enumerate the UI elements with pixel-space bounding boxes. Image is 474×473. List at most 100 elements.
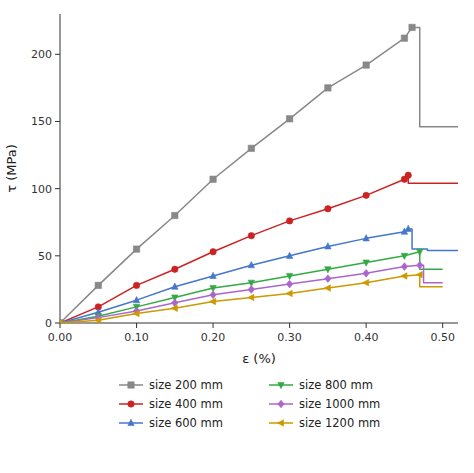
y-axis-label: τ (MPa): [4, 144, 19, 193]
point-marker: [133, 246, 139, 252]
series-line: [60, 252, 420, 323]
series: [60, 249, 443, 323]
point-marker: [172, 266, 178, 272]
point-marker: [401, 253, 407, 259]
point-marker: [401, 263, 407, 271]
series: [60, 271, 443, 323]
legend-marker: [278, 382, 284, 388]
point-marker: [363, 235, 369, 241]
point-marker: [60, 320, 63, 323]
legend-item: size 800 mm: [269, 378, 373, 392]
point-marker: [171, 305, 177, 311]
point-marker: [248, 145, 254, 151]
point-marker: [363, 192, 369, 198]
legend-label: size 800 mm: [299, 378, 373, 392]
x-tick: [366, 323, 367, 328]
x-tick-label: 0.30: [277, 331, 302, 344]
legend-label: size 600 mm: [149, 416, 223, 430]
legend-item: size 1000 mm: [269, 397, 380, 411]
legend-marker: [128, 401, 134, 407]
point-marker: [325, 267, 331, 273]
point-marker: [325, 206, 331, 212]
point-marker: [60, 319, 63, 323]
series: [60, 24, 458, 323]
point-marker: [248, 232, 254, 238]
point-marker: [172, 283, 178, 289]
point-marker: [325, 243, 331, 249]
series: [60, 172, 458, 323]
point-marker: [95, 282, 101, 288]
point-marker: [401, 35, 407, 41]
point-marker: [248, 262, 254, 268]
point-marker: [325, 85, 331, 91]
drop-line: [420, 275, 443, 287]
x-tick-label: 0.40: [354, 331, 379, 344]
point-marker: [417, 261, 423, 269]
point-marker: [405, 225, 411, 231]
point-marker: [248, 294, 254, 300]
point-marker: [286, 280, 292, 288]
series-line: [60, 265, 420, 323]
legend-item: size 400 mm: [119, 397, 223, 411]
point-marker: [209, 298, 215, 304]
x-tick: [60, 323, 61, 328]
x-tick: [289, 323, 290, 328]
point-marker: [133, 296, 139, 302]
x-tick-label: 0.00: [48, 331, 73, 344]
y-tick: [55, 255, 60, 256]
x-tick: [442, 323, 443, 328]
point-marker: [417, 249, 423, 255]
point-marker: [363, 62, 369, 68]
point-marker: [172, 212, 178, 218]
point-marker: [60, 320, 63, 323]
point-marker: [286, 116, 292, 122]
y-tick: [55, 121, 60, 122]
series-line: [60, 275, 420, 323]
point-marker: [210, 249, 216, 255]
series: [60, 261, 443, 323]
point-marker: [248, 286, 254, 294]
series: [60, 225, 458, 323]
point-marker: [325, 275, 331, 283]
point-marker: [286, 290, 292, 296]
point-marker: [401, 273, 407, 279]
drop-line: [420, 265, 443, 282]
y-tick-label: 200: [31, 48, 52, 61]
point-marker: [286, 218, 292, 224]
point-marker: [60, 320, 63, 323]
legend-item: size 600 mm: [119, 416, 223, 430]
plot-area: [60, 24, 458, 323]
legend-marker: [278, 400, 284, 408]
point-marker: [133, 282, 139, 288]
point-marker: [210, 272, 216, 278]
point-marker: [286, 273, 292, 279]
y-tick-label: 100: [31, 183, 52, 196]
axes: 0.000.100.200.300.400.50050100150200: [31, 14, 458, 344]
point-marker: [409, 24, 415, 30]
y-tick: [55, 323, 60, 324]
y-tick-label: 150: [31, 115, 52, 128]
series-line: [60, 229, 408, 323]
legend-label: size 200 mm: [149, 378, 223, 392]
point-marker: [324, 285, 330, 291]
point-marker: [286, 252, 292, 258]
legend-marker: [128, 382, 134, 388]
drop-line: [408, 229, 458, 250]
point-marker: [362, 279, 368, 285]
legend: size 200 mm size 400 mm size 600 mm size 80…: [119, 378, 380, 430]
x-axis-label: ε (%): [242, 351, 276, 366]
series-line: [60, 175, 408, 323]
point-marker: [133, 310, 139, 316]
point-marker: [60, 320, 63, 323]
point-marker: [405, 172, 411, 178]
series-line: [60, 27, 412, 323]
drop-line: [412, 27, 458, 126]
x-tick: [136, 323, 137, 328]
y-axis-line: [60, 14, 61, 323]
chart: 0.000.100.200.300.400.50050100150200ε (%…: [0, 0, 474, 473]
legend-label: size 1200 mm: [299, 416, 380, 430]
point-marker: [210, 291, 216, 299]
legend-label: size 400 mm: [149, 397, 223, 411]
point-marker: [416, 271, 422, 277]
y-tick: [55, 188, 60, 189]
